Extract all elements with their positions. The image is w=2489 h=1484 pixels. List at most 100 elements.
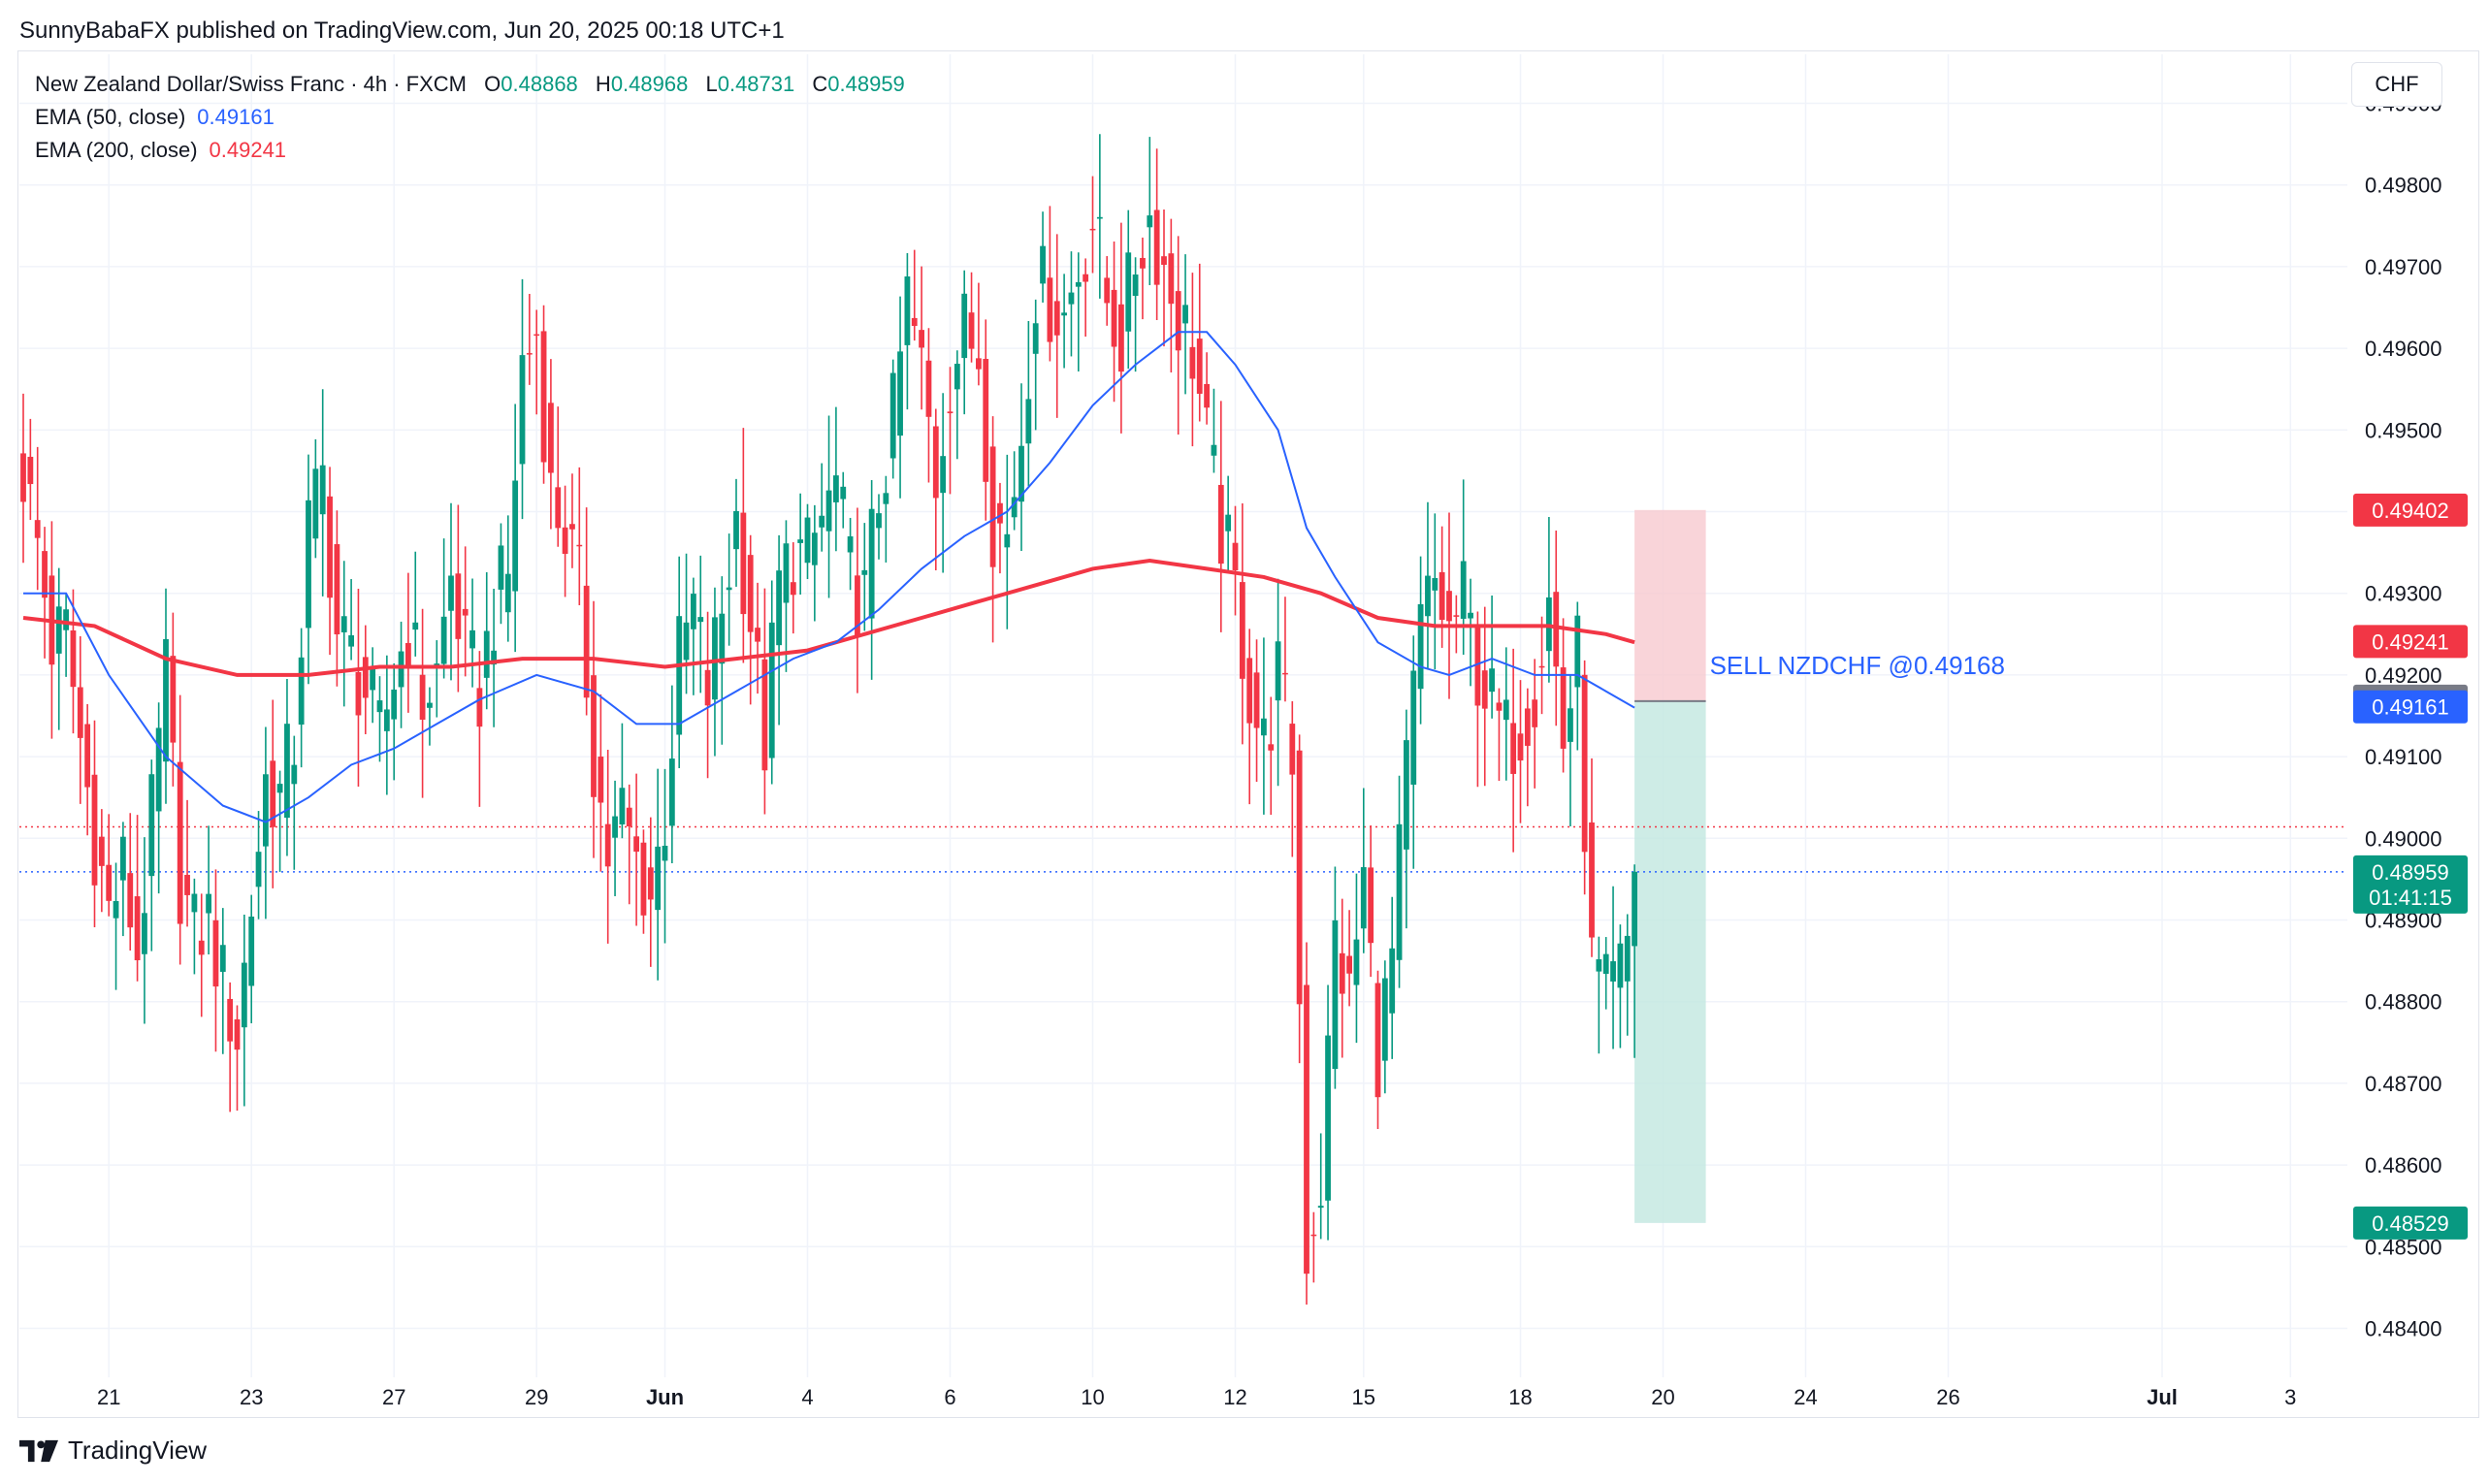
candle[interactable] <box>797 493 804 596</box>
candle[interactable] <box>1018 383 1024 551</box>
candle[interactable] <box>1125 210 1132 370</box>
candle[interactable] <box>334 510 340 687</box>
candle[interactable] <box>1460 479 1467 655</box>
candle[interactable] <box>1538 616 1545 715</box>
candle[interactable] <box>1004 454 1011 629</box>
candle[interactable] <box>1381 960 1388 1094</box>
candle[interactable] <box>983 319 989 521</box>
candle[interactable] <box>469 578 475 688</box>
candle[interactable] <box>1417 556 1424 725</box>
candle[interactable] <box>1061 274 1067 369</box>
candle[interactable] <box>1517 680 1524 823</box>
candle[interactable] <box>340 561 347 707</box>
candle[interactable] <box>1581 660 1588 895</box>
candle[interactable] <box>1596 936 1602 1054</box>
candle[interactable] <box>348 579 354 661</box>
candle[interactable] <box>412 551 419 657</box>
candle[interactable] <box>1147 137 1153 285</box>
candle[interactable] <box>1468 578 1473 687</box>
candle[interactable] <box>77 635 83 804</box>
candle[interactable] <box>619 723 626 839</box>
candle[interactable] <box>177 694 183 965</box>
candle[interactable] <box>1025 320 1032 487</box>
candle[interactable] <box>55 567 62 730</box>
candle[interactable] <box>504 515 511 642</box>
candle[interactable] <box>1261 637 1267 815</box>
candle[interactable] <box>312 438 319 559</box>
candle[interactable] <box>63 594 69 677</box>
candle[interactable] <box>855 507 860 694</box>
candle[interactable] <box>376 676 383 762</box>
candle[interactable] <box>306 454 311 685</box>
candle[interactable] <box>840 471 847 529</box>
candle[interactable] <box>755 582 760 694</box>
candle[interactable] <box>833 406 839 552</box>
candle[interactable] <box>1153 148 1160 320</box>
candle[interactable] <box>583 507 590 716</box>
candle[interactable] <box>91 720 98 927</box>
candle[interactable] <box>1410 635 1417 869</box>
candle[interactable] <box>113 862 119 990</box>
candle[interactable] <box>783 520 790 672</box>
candle[interactable] <box>640 829 647 934</box>
candle[interactable] <box>883 475 889 563</box>
candle[interactable] <box>1032 299 1039 431</box>
candle[interactable] <box>448 502 454 681</box>
candle[interactable] <box>170 612 177 787</box>
candle[interactable] <box>1425 501 1431 670</box>
candle[interactable] <box>142 837 147 1024</box>
candle[interactable] <box>1632 864 1637 1058</box>
footer-brand[interactable]: TradingView <box>19 1436 207 1466</box>
candle[interactable] <box>1610 886 1616 1049</box>
candle[interactable] <box>1368 825 1374 978</box>
candle[interactable] <box>1211 388 1217 473</box>
candle[interactable] <box>1438 526 1445 648</box>
candle[interactable] <box>569 473 575 568</box>
candle[interactable] <box>1282 597 1288 702</box>
candle[interactable] <box>1589 758 1595 957</box>
candle[interactable] <box>163 588 169 804</box>
candle[interactable] <box>1111 242 1117 403</box>
stop-loss-zone[interactable] <box>1634 509 1706 701</box>
candle[interactable] <box>519 278 526 520</box>
candle[interactable] <box>940 393 947 573</box>
candle[interactable] <box>726 533 732 646</box>
candle[interactable] <box>876 494 882 560</box>
candle[interactable] <box>1089 176 1096 274</box>
ema50-row[interactable]: EMA (50, close) 0.49161 <box>35 101 905 134</box>
candle[interactable] <box>825 415 832 598</box>
candle[interactable] <box>861 523 868 631</box>
candle[interactable] <box>1296 734 1303 1064</box>
candle[interactable] <box>1275 578 1281 787</box>
candle[interactable] <box>1503 647 1509 781</box>
candle[interactable] <box>1389 896 1396 1059</box>
candle[interactable] <box>1217 401 1224 632</box>
candle[interactable] <box>526 293 533 385</box>
candle[interactable] <box>768 580 775 785</box>
candle[interactable] <box>555 406 562 547</box>
candle[interactable] <box>683 553 690 694</box>
candle[interactable] <box>1310 1211 1317 1283</box>
candle[interactable] <box>612 780 618 896</box>
candle[interactable] <box>1196 263 1203 422</box>
candle[interactable] <box>655 768 662 981</box>
candle[interactable] <box>155 702 162 894</box>
candle[interactable] <box>383 655 390 795</box>
candle[interactable] <box>911 249 918 341</box>
candle[interactable] <box>604 749 611 944</box>
candle[interactable] <box>1602 937 1609 1010</box>
candle[interactable] <box>234 1005 241 1112</box>
candle[interactable] <box>961 270 968 415</box>
candle[interactable] <box>1246 629 1253 805</box>
candle[interactable] <box>889 359 896 479</box>
candle[interactable] <box>976 282 982 386</box>
candle[interactable] <box>48 521 55 739</box>
candle[interactable] <box>1532 659 1538 789</box>
candle[interactable] <box>1346 910 1352 1007</box>
candle[interactable] <box>1510 648 1517 853</box>
candle[interactable] <box>947 367 954 495</box>
candle[interactable] <box>184 799 190 927</box>
candle[interactable] <box>276 770 283 872</box>
candle[interactable] <box>1332 866 1339 1089</box>
candle[interactable] <box>1053 234 1060 418</box>
